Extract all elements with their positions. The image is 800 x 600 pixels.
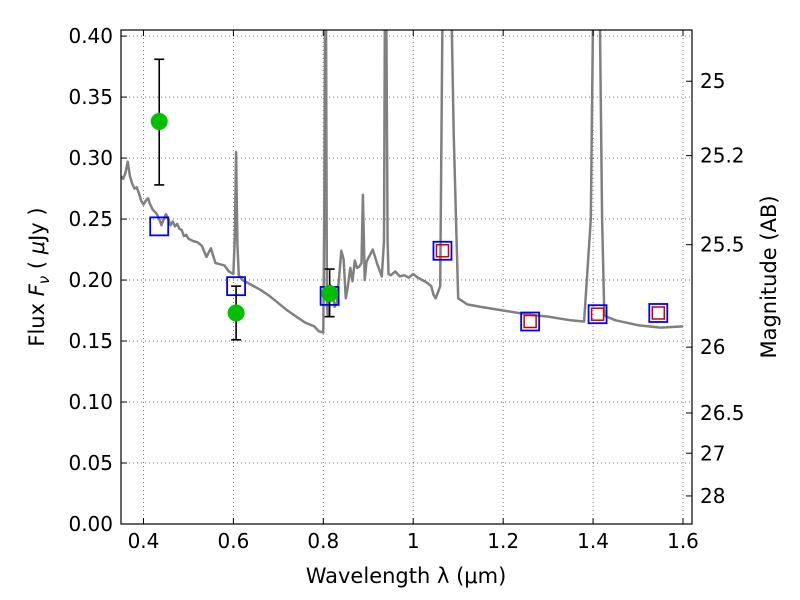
right-tick-label: 26.5	[700, 401, 745, 425]
markers	[149, 58, 669, 341]
axes: 0.4 0.6 0.8 1 1.2 1.4 1.6 0.00 0.05 0.10 0.15 0.20 0…	[68, 24, 744, 553]
x-tick-label: 0.4	[128, 529, 160, 553]
y-tick-label: 0.35	[68, 85, 113, 109]
model-photometry-inner-square	[523, 314, 537, 329]
plot-area	[121, 30, 684, 341]
observed-flux-point	[321, 284, 339, 302]
y-tick-label: 0.05	[68, 451, 113, 475]
model-photometry-inner-square	[651, 306, 666, 320]
right-tick-label: 25.5	[700, 233, 745, 257]
x-tick-label: 1.4	[577, 529, 609, 553]
right-tick-label: 27	[700, 441, 725, 465]
y-tick-label: 0.15	[68, 329, 113, 353]
y-tick-label: 0.10	[68, 390, 113, 414]
x-tick-label: 1	[407, 529, 420, 553]
y-axis-label: Flux Fν ( μJy )	[25, 207, 53, 346]
y-tick-label: 0.25	[68, 207, 113, 231]
y-tick-label: 0.40	[68, 24, 113, 48]
model-photometry-square	[520, 311, 541, 332]
right-tick-label: 26	[700, 335, 725, 359]
right-tick-label: 25	[700, 69, 725, 93]
plot-frame	[120, 29, 693, 525]
model-photometry-square	[648, 303, 669, 323]
y-tick-label: 0.00	[68, 512, 113, 536]
y-tick-label: 0.30	[68, 146, 113, 170]
model-spectrum-line	[121, 30, 684, 334]
model-photometry-square	[587, 304, 608, 325]
x-tick-label: 1.2	[487, 529, 519, 553]
observed-flux-point	[227, 304, 245, 322]
model-photometry-square	[432, 240, 453, 261]
y-tick-label: 0.20	[68, 268, 113, 292]
x-tick-label: 1.6	[667, 529, 699, 553]
model-photometry-inner-square	[590, 307, 605, 321]
right-tick-label: 28	[700, 484, 725, 508]
right-axis-label: Magnitude (AB)	[757, 195, 781, 358]
x-tick-label: 0.8	[307, 529, 339, 553]
observed-flux-point	[150, 112, 168, 130]
right-tick-label: 25.2	[700, 144, 745, 168]
x-axis-label: Wavelength λ (μm)	[306, 564, 507, 588]
x-tick-label: 0.6	[217, 529, 249, 553]
model-photometry-inner-square	[435, 244, 450, 258]
model-photometry-square	[149, 216, 170, 237]
